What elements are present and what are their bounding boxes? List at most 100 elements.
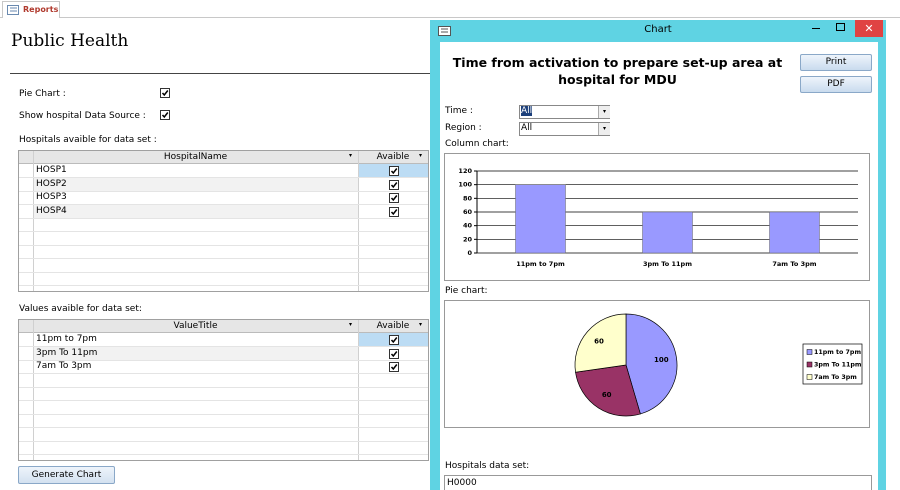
header-arrow: ▾ <box>349 152 353 159</box>
checkbox[interactable] <box>389 193 399 203</box>
bar <box>515 184 566 254</box>
legend-label: 3pm To 11pm <box>814 362 862 369</box>
dropdown-value: All <box>521 123 533 133</box>
row-line <box>19 271 428 273</box>
section-label: Pie chart: <box>445 286 488 296</box>
column-header[interactable]: HospitalName <box>163 152 228 162</box>
y-tick-label: 60 <box>463 208 473 216</box>
legend-label: 7am To 3pm <box>814 374 857 381</box>
check-mark <box>390 350 398 357</box>
col-line <box>358 320 359 460</box>
x-tick-label: 11pm to 7pm <box>516 260 565 268</box>
grid-label: Values avaible for data set: <box>19 304 142 314</box>
checkbox[interactable] <box>389 348 399 359</box>
column-header[interactable]: Avaible <box>376 321 410 331</box>
row-line <box>19 386 428 388</box>
bar <box>642 211 693 254</box>
row-line <box>19 413 428 415</box>
column-header[interactable]: ValueTitle <box>173 321 218 331</box>
section-label: Hospitals data set: <box>445 461 530 471</box>
cell: HOSP3 <box>36 192 67 202</box>
grid-label: Hospitals avaible for data set : <box>19 135 157 145</box>
slice-label: 60 <box>594 338 604 346</box>
button[interactable]: Generate Chart <box>18 466 115 484</box>
legend-label: 11pm to 7pm <box>814 349 861 356</box>
checkbox[interactable] <box>160 88 170 98</box>
y-tick-label: 80 <box>463 194 473 202</box>
grid: ValueTitle Avaible ▾ ▾ 11pm to 7pm 3pm To 11p… <box>18 319 429 461</box>
checkbox[interactable] <box>389 179 399 190</box>
row-band <box>34 177 358 191</box>
y-tick-label: 40 <box>463 222 473 230</box>
tab-icon <box>7 5 19 15</box>
tab-strip <box>0 0 900 18</box>
slice-label: 60 <box>602 391 612 399</box>
check-mark <box>390 208 398 215</box>
check-mark <box>390 337 398 344</box>
cell: HOSP1 <box>36 165 67 175</box>
grid-header <box>19 151 428 164</box>
header-arrow: ▾ <box>419 321 423 328</box>
col-line <box>33 320 34 460</box>
row-line <box>19 258 428 259</box>
row-line <box>19 373 428 374</box>
minimize-button[interactable] <box>812 28 820 29</box>
header-arrow: ▾ <box>349 321 353 328</box>
column-header[interactable]: Avaible <box>376 152 410 162</box>
check-mark <box>390 168 398 175</box>
col-line <box>358 151 359 291</box>
row-line <box>19 231 428 232</box>
pie-slice <box>574 313 627 373</box>
grid: HospitalName Avaible ▾ ▾ HOSP1 HOSP2 HOSP3 HOSP… <box>18 150 429 292</box>
legend-swatch <box>806 349 813 355</box>
filter-label: Region : <box>445 123 482 133</box>
dropdown-value: All <box>521 106 533 116</box>
row-line <box>19 427 428 428</box>
maximize-button[interactable] <box>836 23 845 31</box>
tab[interactable]: Reports <box>2 1 60 18</box>
option-label: Show hospital Data Source : <box>19 111 146 121</box>
tab-label: Reports <box>23 5 59 14</box>
row-line <box>19 440 428 442</box>
y-tick-label: 100 <box>458 181 472 189</box>
legend-swatch <box>806 361 813 368</box>
close-button[interactable]: ✕ <box>855 20 883 37</box>
header-arrow: ▾ <box>419 152 423 159</box>
dropdown[interactable]: All ▾ <box>519 105 610 119</box>
pie-slice <box>575 364 641 417</box>
cell: 11pm to 7pm <box>36 334 97 344</box>
row-line <box>19 359 428 361</box>
y-tick-label: 120 <box>458 167 472 175</box>
checkbox[interactable] <box>389 206 399 217</box>
checkbox[interactable] <box>160 110 170 120</box>
divider <box>10 73 430 74</box>
option-label: Pie Chart : <box>19 89 66 99</box>
check-mark <box>161 112 169 119</box>
check-mark <box>390 364 398 371</box>
filter-label: Time : <box>445 106 473 116</box>
dialog-button[interactable]: Print <box>800 54 872 71</box>
col-line <box>33 151 34 291</box>
chart-heading: Time from activation to prepare set-up a… <box>452 55 783 87</box>
check-mark <box>390 195 398 202</box>
cell: 7am To 3pm <box>36 361 92 371</box>
checkbox[interactable] <box>389 362 399 372</box>
slice-label: 100 <box>654 356 669 364</box>
row-line <box>19 217 428 219</box>
cell: 3pm To 11pm <box>36 347 98 358</box>
dialog-button[interactable]: PDF <box>800 76 872 93</box>
text-input[interactable]: H0000 <box>444 475 872 490</box>
dialog-title: Chart <box>644 24 672 35</box>
bar <box>769 211 820 254</box>
dialog-icon <box>438 26 451 36</box>
y-tick-label: 20 <box>463 235 473 243</box>
legend-box <box>802 343 863 385</box>
checkbox[interactable] <box>389 166 399 176</box>
x-tick-label: 3pm To 11pm <box>643 260 692 268</box>
row-line <box>19 244 428 246</box>
checkbox[interactable] <box>389 335 399 345</box>
row-band <box>34 346 358 360</box>
column-chart: 0 20 40 60 80 100 120 11pm to 7pm 3pm To 11pm 7am… <box>444 153 870 281</box>
dropdown[interactable]: All ▾ <box>519 122 610 136</box>
pie-slice <box>625 313 678 415</box>
